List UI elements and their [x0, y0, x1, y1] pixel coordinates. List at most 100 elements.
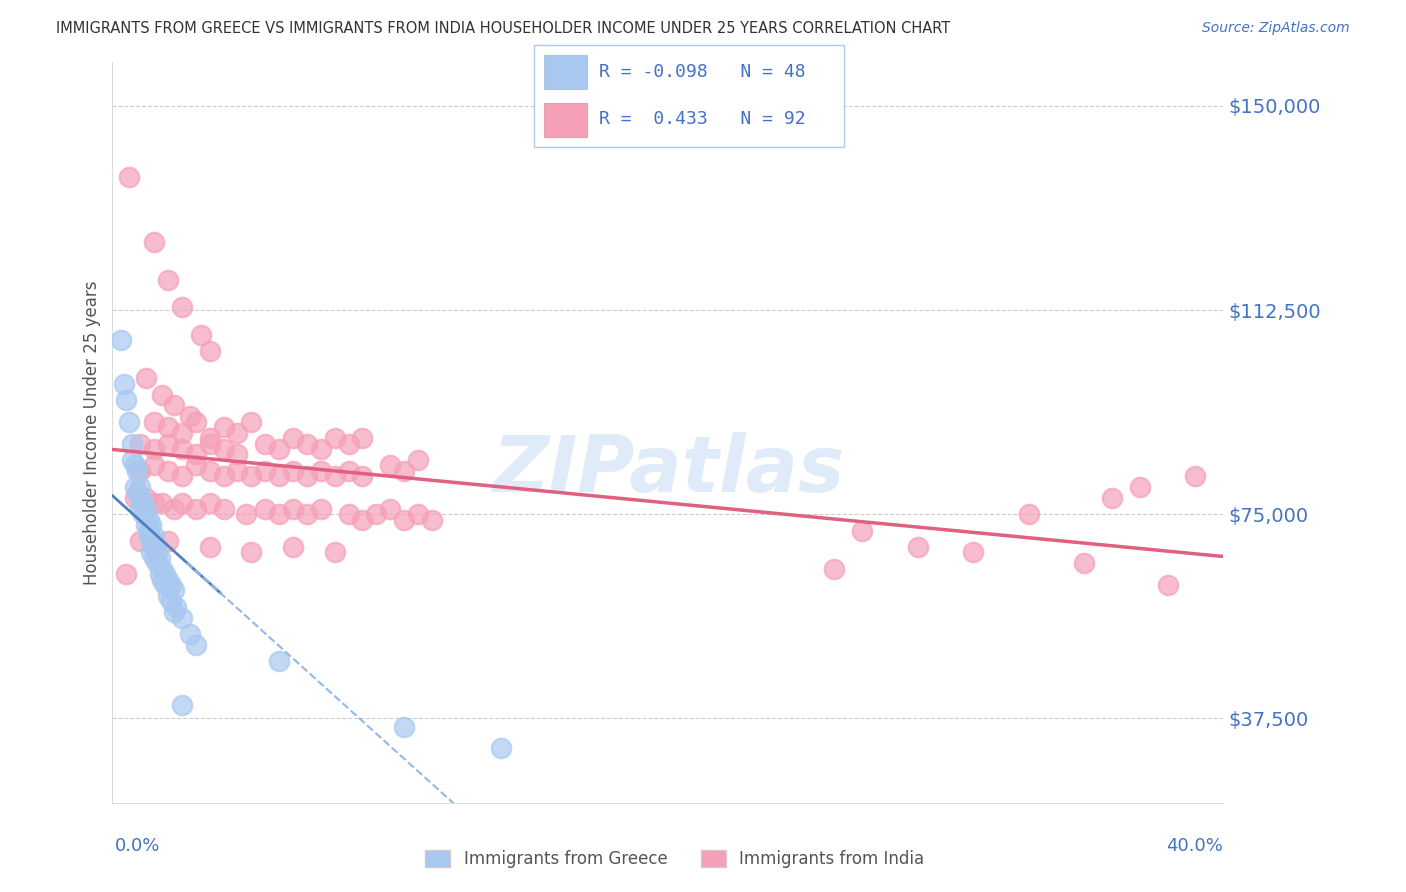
Point	[143, 458, 166, 473]
Point	[309, 501, 332, 516]
Point	[143, 235, 166, 249]
Point	[127, 464, 149, 478]
Point	[824, 562, 846, 576]
Point	[295, 469, 318, 483]
Point	[143, 550, 166, 565]
Point	[392, 513, 415, 527]
Point	[1129, 480, 1152, 494]
Point	[124, 480, 146, 494]
Point	[124, 458, 146, 473]
Point	[184, 501, 207, 516]
Point	[143, 540, 166, 554]
Point	[491, 741, 513, 756]
Point	[170, 425, 193, 440]
Point	[323, 431, 346, 445]
Point	[1156, 578, 1178, 592]
Point	[267, 442, 291, 456]
Point	[157, 534, 180, 549]
Point	[254, 501, 277, 516]
Point	[198, 540, 221, 554]
Point	[115, 392, 138, 407]
Point	[159, 578, 181, 592]
Point	[267, 654, 291, 668]
Point	[352, 469, 374, 483]
Text: R = -0.098   N = 48: R = -0.098 N = 48	[599, 62, 806, 81]
Point	[212, 469, 235, 483]
Point	[146, 556, 169, 570]
Point	[141, 518, 163, 533]
Point	[141, 534, 163, 549]
Point	[226, 464, 249, 478]
Point	[212, 420, 235, 434]
Point	[170, 496, 193, 510]
Point	[392, 720, 415, 734]
Point	[157, 273, 180, 287]
Point	[112, 376, 135, 391]
Point	[198, 436, 221, 450]
Point	[267, 469, 291, 483]
Point	[170, 442, 193, 456]
Bar	[544, 55, 586, 88]
Point	[135, 491, 157, 505]
Point	[295, 436, 318, 450]
Point	[129, 480, 152, 494]
Point	[240, 545, 263, 559]
Point	[162, 583, 184, 598]
Point	[170, 469, 193, 483]
Point	[165, 599, 187, 614]
Point	[420, 513, 443, 527]
Point	[323, 469, 346, 483]
Point	[309, 442, 332, 456]
Point	[352, 513, 374, 527]
Point	[1184, 469, 1206, 483]
Point	[366, 508, 388, 522]
Point	[226, 425, 249, 440]
Point	[190, 327, 212, 342]
Point	[323, 545, 346, 559]
Point	[143, 529, 166, 543]
Point	[152, 496, 174, 510]
Y-axis label: Householder Income Under 25 years: Householder Income Under 25 years	[83, 280, 101, 585]
Text: ZIPatlas: ZIPatlas	[492, 432, 844, 508]
Point	[159, 594, 181, 608]
Point	[406, 453, 429, 467]
Legend: Immigrants from Greece, Immigrants from India: Immigrants from Greece, Immigrants from …	[419, 843, 931, 875]
Point	[962, 545, 984, 559]
Point	[198, 343, 221, 358]
Point	[152, 562, 174, 576]
Point	[143, 496, 166, 510]
Point	[132, 508, 155, 522]
Point	[281, 501, 304, 516]
Point	[179, 627, 201, 641]
Point	[406, 508, 429, 522]
Point	[851, 524, 873, 538]
Point	[121, 436, 143, 450]
Text: IMMIGRANTS FROM GREECE VS IMMIGRANTS FROM INDIA HOUSEHOLDER INCOME UNDER 25 YEAR: IMMIGRANTS FROM GREECE VS IMMIGRANTS FRO…	[56, 21, 950, 36]
Point	[337, 508, 360, 522]
Point	[132, 496, 155, 510]
Point	[129, 491, 152, 505]
Point	[138, 513, 160, 527]
Point	[129, 534, 152, 549]
Point	[135, 371, 157, 385]
Point	[143, 442, 166, 456]
Point	[392, 464, 415, 478]
Point	[240, 415, 263, 429]
Point	[1101, 491, 1123, 505]
Point	[295, 508, 318, 522]
Point	[352, 431, 374, 445]
Point	[149, 567, 172, 582]
Point	[184, 447, 207, 461]
Point	[198, 496, 221, 510]
Point	[157, 589, 180, 603]
Point	[907, 540, 929, 554]
Point	[118, 415, 141, 429]
Point	[170, 610, 193, 624]
Point	[281, 431, 304, 445]
Point	[235, 508, 257, 522]
Point	[152, 573, 174, 587]
Point	[1073, 556, 1095, 570]
Point	[152, 387, 174, 401]
Point	[143, 415, 166, 429]
Point	[254, 464, 277, 478]
